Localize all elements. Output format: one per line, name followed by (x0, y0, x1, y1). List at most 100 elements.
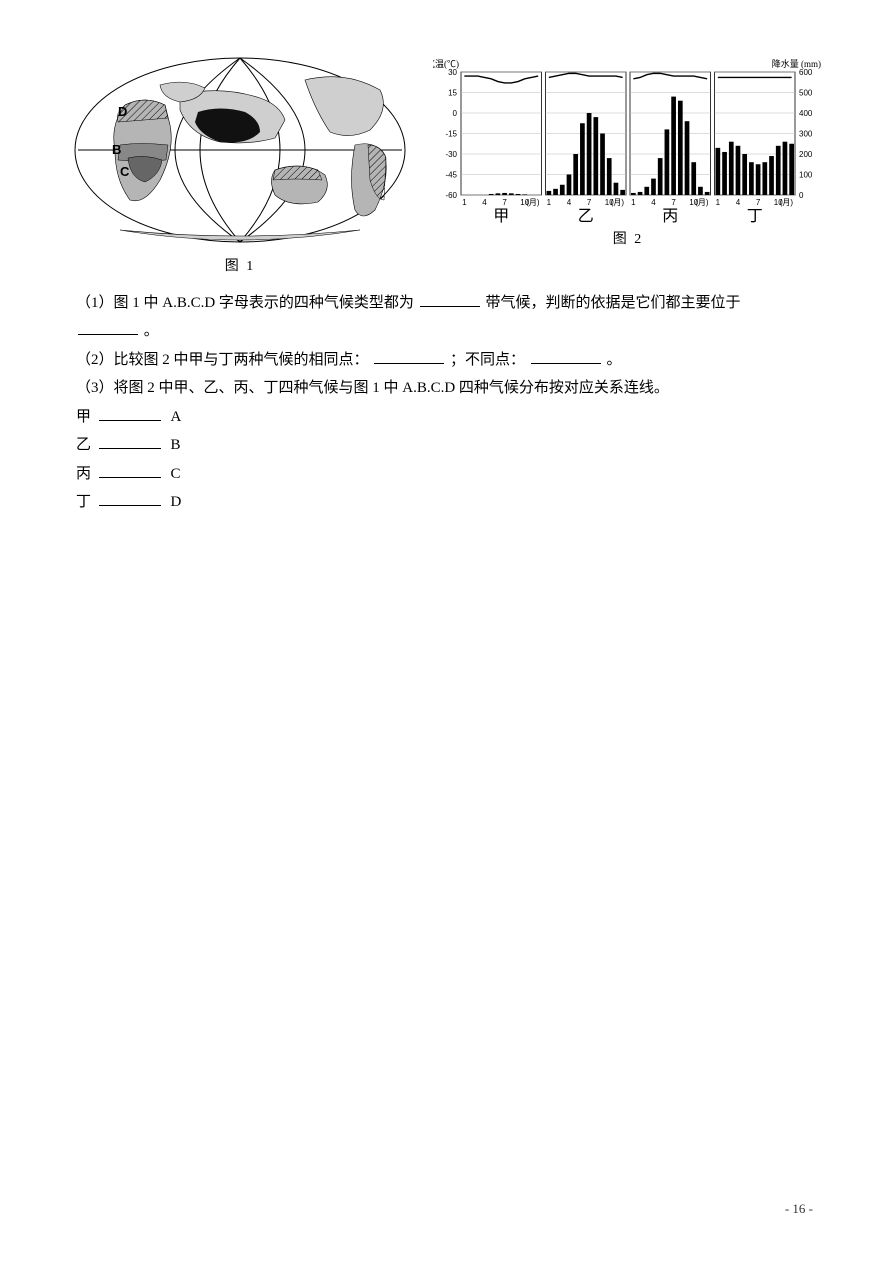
precip-bar (573, 154, 578, 195)
precip-bar (651, 179, 656, 195)
match-left: 丁 (76, 494, 91, 510)
precip-bar (600, 134, 605, 196)
precip-bar (665, 129, 670, 195)
q2-mid: ；不同点： (450, 352, 525, 368)
map-label-D: D (118, 104, 127, 119)
precip-tick: 0 (799, 191, 804, 200)
precip-bar (614, 183, 619, 195)
match-right: B (171, 437, 181, 453)
precip-bar (756, 164, 761, 195)
precip-bar (567, 175, 572, 196)
precip-bar (678, 101, 683, 195)
axis-right-title: 降水量 (mm) (772, 58, 821, 69)
match-blank[interactable] (99, 404, 161, 421)
precip-bar (691, 162, 696, 195)
temp-tick: 30 (448, 68, 457, 77)
precip-bar (607, 158, 612, 195)
precip-bar (638, 192, 643, 195)
precip-bar (671, 97, 676, 195)
precip-bar (631, 193, 636, 195)
precip-bar (658, 158, 663, 195)
q3-text: （3）将图 2 中甲、乙、丙、丁四种气候与图 1 中 A.B.C.D 四种气候分… (76, 380, 669, 396)
q1-text-b: 带气候，判断的依据是它们都主要位于 (485, 295, 740, 311)
match-right: A (171, 409, 182, 425)
precip-bar (509, 193, 514, 195)
precip-bar (722, 152, 727, 195)
temp-tick: 15 (448, 89, 457, 98)
precip-tick: 400 (799, 109, 813, 118)
temp-tick: -30 (445, 150, 457, 159)
precip-bar (502, 193, 507, 195)
precip-bar (705, 192, 710, 195)
match-blank[interactable] (99, 432, 161, 449)
precip-bar (742, 154, 747, 195)
map-label-C: C (120, 164, 130, 179)
match-list: 甲 A乙 B丙 C丁 D (70, 403, 823, 517)
match-row: 乙 B (76, 431, 823, 460)
match-left: 乙 (76, 437, 91, 453)
precip-bar (496, 193, 501, 195)
temp-tick: 0 (453, 109, 458, 118)
panel-name: 丁 (747, 208, 763, 223)
precip-bar (749, 162, 754, 195)
temp-tick: -15 (445, 130, 457, 139)
month-tick: 7 (756, 198, 761, 207)
precip-tick: 600 (799, 68, 813, 77)
precip-bar (580, 123, 585, 195)
figures-row: D B C 图 1 气温(℃)降水量 (mm)30150-15-30-45-60… (70, 50, 823, 281)
temp-tick: -45 (445, 171, 457, 180)
match-blank[interactable] (99, 461, 161, 478)
precip-bar (522, 194, 527, 195)
precip-bar (769, 156, 774, 195)
precip-bar (789, 144, 794, 195)
figure-2-caption: 图 2 (613, 227, 644, 254)
month-tick: 1 (462, 198, 467, 207)
panel-name: 甲 (493, 208, 509, 223)
month-unit: (月) (611, 198, 625, 207)
temp-line (633, 73, 707, 78)
climate-panels-svg: 气温(℃)降水量 (mm)30150-15-30-45-600100200300… (433, 58, 823, 223)
month-tick: 4 (736, 198, 741, 207)
month-tick: 1 (716, 198, 721, 207)
match-blank[interactable] (99, 489, 161, 506)
month-tick: 7 (587, 198, 592, 207)
precip-bar (776, 146, 781, 195)
match-left: 丙 (76, 466, 91, 482)
precip-bar (698, 187, 703, 195)
q2-text-a: （2）比较图 2 中甲与丁两种气候的相同点： (76, 352, 369, 368)
precip-bar (762, 162, 767, 195)
q1-blank-2[interactable] (78, 318, 138, 335)
temp-line (464, 76, 538, 83)
precip-bar (736, 146, 741, 195)
precip-bar (547, 191, 552, 195)
precip-bar (593, 117, 598, 195)
month-tick: 4 (567, 198, 572, 207)
precip-bar (587, 113, 592, 195)
temp-line (549, 73, 623, 77)
precip-tick: 300 (799, 130, 813, 139)
precip-bar (783, 142, 788, 195)
match-row: 丙 C (76, 460, 823, 489)
figure-2: 气温(℃)降水量 (mm)30150-15-30-45-600100200300… (433, 58, 823, 254)
match-row: 丁 D (76, 488, 823, 517)
temp-tick: -60 (445, 191, 457, 200)
precip-bar (560, 185, 565, 195)
precip-bar (644, 187, 649, 195)
match-row: 甲 A (76, 403, 823, 432)
month-tick: 4 (482, 198, 487, 207)
q1-blank-1[interactable] (420, 290, 480, 307)
month-tick: 1 (547, 198, 552, 207)
q2-blank-1[interactable] (374, 347, 444, 364)
panel-name: 乙 (578, 208, 594, 223)
precip-bar (729, 142, 734, 195)
q2-blank-2[interactable] (531, 347, 601, 364)
month-unit: (月) (695, 198, 709, 207)
precip-bar (620, 190, 625, 195)
precip-tick: 500 (799, 89, 813, 98)
month-tick: 4 (651, 198, 656, 207)
month-unit: (月) (526, 198, 540, 207)
month-tick: 7 (671, 198, 676, 207)
precip-tick: 200 (799, 150, 813, 159)
q1-text-a: （1）图 1 中 A.B.C.D 字母表示的四种气候类型都为 (76, 295, 414, 311)
panel-name: 丙 (662, 208, 678, 223)
